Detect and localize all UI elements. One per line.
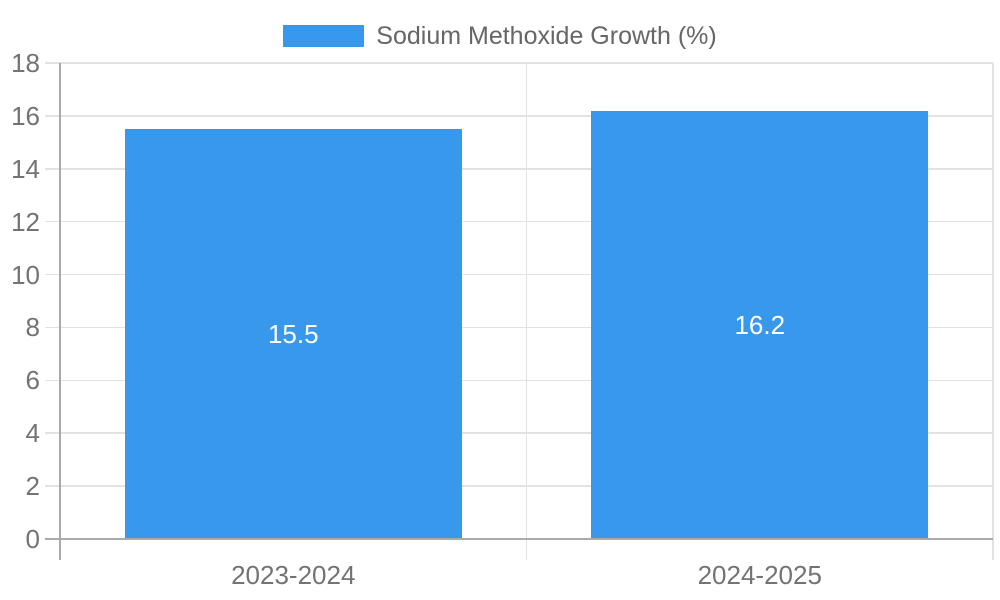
bar[interactable]: [591, 110, 929, 539]
y-axis-label: 10: [11, 259, 40, 290]
y-axis-tick: [45, 485, 60, 487]
y-axis-tick: [45, 168, 60, 170]
y-axis-line: [59, 63, 61, 560]
y-axis-tick: [45, 273, 60, 276]
y-axis-label: 8: [25, 312, 40, 343]
y-axis-label: 14: [11, 153, 40, 184]
bar-value-label: 15.5: [267, 319, 319, 350]
x-axis-label: 2023-2024: [231, 560, 356, 590]
legend-swatch-icon: [283, 25, 365, 47]
y-axis-label: 16: [11, 100, 40, 131]
y-axis-tick: [45, 432, 60, 434]
y-axis-label: 0: [25, 524, 40, 554]
bar-value-label: 16.2: [734, 309, 786, 340]
y-axis-label: 2: [25, 471, 40, 502]
x-axis-baseline: [45, 538, 993, 540]
y-axis-tick: [45, 379, 60, 382]
y-axis-label: 4: [25, 418, 40, 449]
y-axis-label: 18: [11, 48, 40, 78]
bar[interactable]: [124, 129, 462, 539]
gridline-x: [525, 63, 528, 560]
legend-label: Sodium Methoxide Growth (%): [376, 22, 717, 50]
y-axis-tick: [45, 62, 60, 64]
x-axis-label: 2024-2025: [697, 560, 822, 590]
y-axis-tick: [45, 115, 60, 117]
gridline-x: [992, 63, 994, 560]
y-axis-tick: [45, 326, 60, 329]
chart-legend[interactable]: Sodium Methoxide Growth (%): [0, 21, 1000, 51]
y-axis-label: 6: [25, 365, 40, 396]
y-axis-label: 12: [11, 206, 40, 237]
y-axis-tick: [45, 220, 60, 223]
